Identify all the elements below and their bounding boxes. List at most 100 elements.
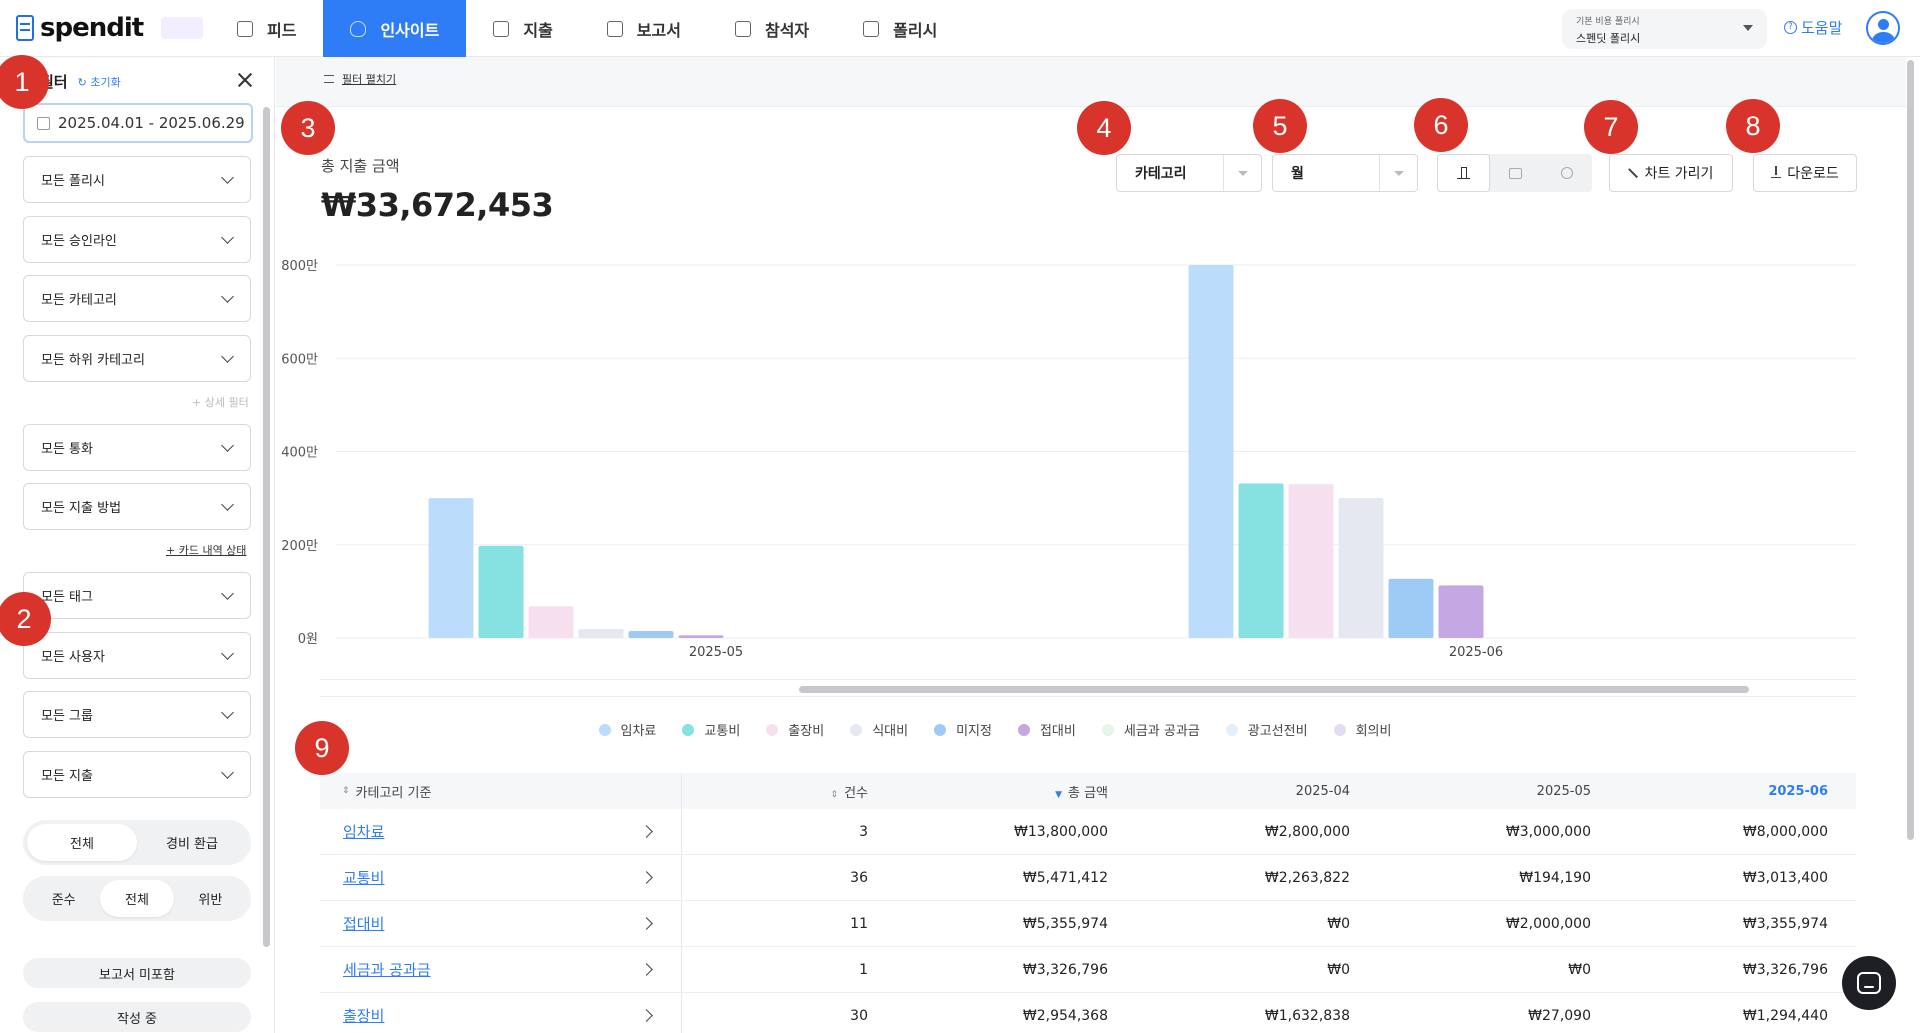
sidebar-filter-select[interactable]: 모든 통화 xyxy=(23,423,251,471)
filter-reset-label: 초기화 xyxy=(90,75,121,89)
sidebar-filter-value: 모든 승인라인 xyxy=(41,233,117,249)
chat-support-button[interactable] xyxy=(1842,956,1896,1010)
filter-lines-icon xyxy=(324,75,334,83)
logo[interactable]: spendit xyxy=(16,12,204,44)
nav-item-2[interactable]: 지출 xyxy=(466,0,579,57)
bar[interactable] xyxy=(628,631,674,638)
category-link[interactable]: 임차료 xyxy=(343,823,385,841)
chart-type-option[interactable] xyxy=(1490,154,1541,192)
col-total[interactable]: ▼ 총 금액 xyxy=(868,782,1108,801)
help-link[interactable]: ? 도움말 xyxy=(1784,17,1842,38)
bar[interactable] xyxy=(1438,585,1484,638)
cell-total: ₩5,471,412 xyxy=(1022,869,1108,886)
segment-option[interactable]: 전체 xyxy=(100,880,174,917)
legend-item[interactable]: 회의비 xyxy=(1333,720,1391,739)
chart-scroll-thumb[interactable] xyxy=(799,686,1749,693)
bar[interactable] xyxy=(1388,578,1434,638)
expand-filter-link[interactable]: 필터 펼치기 xyxy=(324,71,396,87)
user-avatar-icon[interactable] xyxy=(1866,11,1900,45)
table-row[interactable]: 세금과 공과금 1 ₩3,326,796 ₩0 ₩0 ₩3,326,796 xyxy=(320,947,1856,993)
sidebar-filter-select[interactable]: 모든 태그 xyxy=(23,572,251,619)
bar[interactable] xyxy=(678,635,724,638)
category-link[interactable]: 접대비 xyxy=(343,915,385,933)
segment-option[interactable]: 위반 xyxy=(198,893,223,908)
col-category[interactable]: ⇕ 카테고리 기준 xyxy=(320,773,682,809)
legend-item[interactable]: 광고선전비 xyxy=(1225,720,1308,739)
bar[interactable] xyxy=(428,498,474,638)
sidebar-filter-value: 모든 폴리시 xyxy=(41,174,105,189)
legend-item[interactable]: 출장비 xyxy=(766,720,824,739)
pie-chart-icon xyxy=(1560,167,1573,179)
nav-item-5[interactable]: 폴리시 xyxy=(836,0,964,57)
chart-horizontal-scrollbar[interactable] xyxy=(320,679,1856,697)
chevron-right-icon[interactable] xyxy=(640,917,653,930)
detail-filter-link[interactable]: + 상세 필터 xyxy=(192,396,249,409)
bar[interactable] xyxy=(578,629,624,638)
sidebar-filter-select[interactable]: 모든 지출 방법 xyxy=(23,483,251,530)
bar[interactable] xyxy=(528,606,574,638)
bar[interactable] xyxy=(1188,265,1234,638)
main-scrollbar[interactable] xyxy=(1907,60,1914,840)
group-by-value: 카테고리 xyxy=(1135,166,1187,182)
date-range-picker[interactable]: 2025.04.01 - 2025.06.29 xyxy=(23,103,253,143)
close-icon[interactable] xyxy=(234,69,256,91)
sidebar-filter-select[interactable]: 모든 사용자 xyxy=(23,631,251,679)
brand-name: spendit xyxy=(40,13,144,43)
table-row[interactable]: 교통비 36 ₩5,471,412 ₩2,263,822 ₩194,190 ₩3,013,… xyxy=(320,855,1856,901)
table-row[interactable]: 접대비 11 ₩5,355,974 ₩0 ₩2,000,000 ₩3,355,974 xyxy=(320,901,1856,947)
sidebar-filter-select[interactable]: 모든 카테고리 xyxy=(23,275,251,322)
download-button[interactable]: 다운로드 xyxy=(1753,154,1857,192)
category-link[interactable]: 교통비 xyxy=(343,869,385,887)
table-header: ⇕ 카테고리 기준 ⇕ 건수 ▼ 총 금액 2025-04 2025-05 2025-… xyxy=(320,773,1856,809)
top-nav: spendit 피드 인사이트 지출 보고서 참석자 폴리시 기본 비용 폴리시 스펜딧 … xyxy=(0,0,1920,57)
nav-item-4[interactable]: 참석자 xyxy=(708,0,836,57)
sidebar-filter-select[interactable]: 모든 그룹 xyxy=(23,691,251,738)
col-month-2[interactable]: 2025-05 xyxy=(1536,783,1591,799)
chevron-right-icon[interactable] xyxy=(640,1009,653,1022)
legend-item[interactable]: 미지정 xyxy=(934,720,992,739)
legend-item[interactable]: 식대비 xyxy=(850,720,908,739)
group-by-select[interactable]: 카테고리 xyxy=(1116,154,1262,192)
table-row[interactable]: 임차료 3 ₩13,800,000 ₩2,800,000 ₩3,000,000 ₩8,00… xyxy=(320,809,1856,855)
nav-item-1[interactable]: 인사이트 xyxy=(323,0,467,57)
nav-item-3[interactable]: 보고서 xyxy=(580,0,708,57)
chevron-right-icon[interactable] xyxy=(640,825,653,838)
sidebar-filter-select[interactable]: 모든 하위 카테고리 xyxy=(23,334,251,382)
segment-option[interactable]: 준수 xyxy=(51,893,76,908)
period-select[interactable]: 월 xyxy=(1272,154,1418,192)
category-link[interactable]: 출장비 xyxy=(343,1007,385,1025)
category-link[interactable]: 세금과 공과금 xyxy=(343,961,431,979)
legend-item[interactable]: 교통비 xyxy=(682,720,740,739)
chart-type-option[interactable] xyxy=(1541,154,1592,192)
sidebar-filter-value: 모든 카테고리 xyxy=(41,293,117,308)
col-count[interactable]: ⇕ 건수 xyxy=(682,782,868,801)
table-row[interactable]: 출장비 30 ₩2,954,368 ₩1,632,838 ₩27,090 ₩1,294,4… xyxy=(320,993,1856,1033)
bar[interactable] xyxy=(1338,498,1384,638)
bar[interactable] xyxy=(1238,483,1284,638)
chevron-right-icon[interactable] xyxy=(640,963,653,976)
chart-type-option[interactable] xyxy=(1437,154,1490,192)
not-in-report-filter[interactable]: 보고서 미포함 xyxy=(23,958,251,988)
bar[interactable] xyxy=(1288,484,1334,638)
policy-select[interactable]: 기본 비용 폴리시 스펜딧 폴리시 xyxy=(1562,9,1767,49)
y-tick-label: 200만 xyxy=(281,539,318,554)
sidebar-filter-select[interactable]: 모든 폴리시 xyxy=(23,156,251,203)
sidebar-filter-select[interactable]: 모든 승인라인 xyxy=(23,215,251,263)
sidebar-filter-select[interactable]: 모든 지출 xyxy=(23,750,251,798)
col-month-1[interactable]: 2025-04 xyxy=(1295,783,1350,799)
hide-chart-button[interactable]: 차트 가리기 xyxy=(1609,154,1733,192)
legend-item[interactable]: 임차료 xyxy=(598,720,656,739)
col-month-3[interactable]: 2025-06 xyxy=(1768,783,1828,799)
card-status-link[interactable]: + 카드 내역 상태 xyxy=(166,544,247,557)
y-tick-label: 400만 xyxy=(281,446,318,461)
segment-option[interactable]: 경비 환급 xyxy=(166,837,218,852)
chevron-right-icon[interactable] xyxy=(640,871,653,884)
legend-item[interactable]: 세금과 공과금 xyxy=(1101,720,1200,739)
nav-item-0[interactable]: 피드 xyxy=(210,0,323,57)
sidebar-scrollbar[interactable] xyxy=(263,107,270,947)
filter-reset-link[interactable]: ↻ 초기화 xyxy=(77,75,121,89)
segment-option[interactable]: 전체 xyxy=(27,824,137,861)
drafting-filter[interactable]: 작성 중 xyxy=(23,1002,251,1032)
legend-item[interactable]: 접대비 xyxy=(1017,720,1076,739)
bar[interactable] xyxy=(478,545,524,638)
